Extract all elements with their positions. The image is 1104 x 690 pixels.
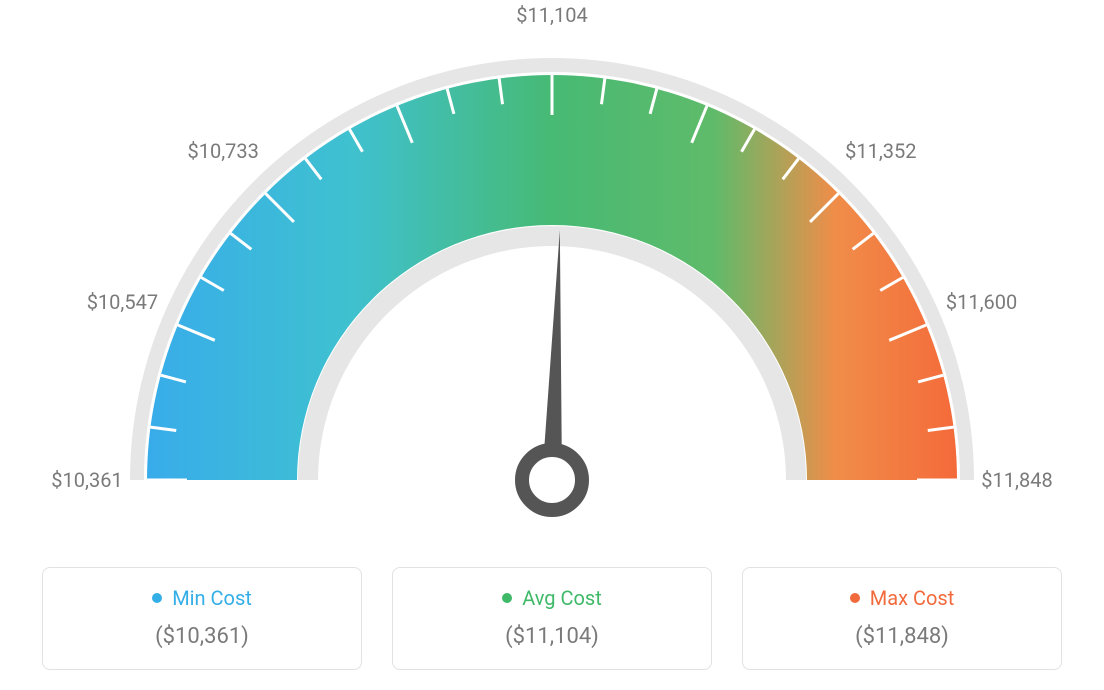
legend-title-text: Avg Cost <box>522 586 602 610</box>
tick-label: $11,352 <box>845 139 916 163</box>
tick-label: $11,104 <box>516 3 587 27</box>
gauge-svg <box>0 0 1104 540</box>
needle-hub <box>522 450 582 510</box>
tick-label: $10,361 <box>51 468 122 492</box>
tick-label: $11,848 <box>981 468 1052 492</box>
chart-container: $10,361 $10,547 $10,733 $11,104 $11,352 $11,6… <box>0 0 1104 690</box>
legend-row: Min Cost ($10,361) Avg Cost ($11,104) Max Co… <box>0 567 1104 670</box>
legend-dot-icon <box>850 593 860 603</box>
tick-label: $11,600 <box>946 290 1017 314</box>
gauge: $10,361 $10,547 $10,733 $11,104 $11,352 $11,6… <box>0 0 1104 540</box>
legend-title-text: Max Cost <box>870 586 955 610</box>
legend-value: ($11,848) <box>753 624 1051 649</box>
legend-value: ($10,361) <box>53 624 351 649</box>
legend-card-avg-cost: Avg Cost ($11,104) <box>392 567 712 670</box>
legend-title: Avg Cost <box>502 586 602 610</box>
legend-dot-icon <box>502 593 512 603</box>
legend-dot-icon <box>152 593 162 603</box>
legend-card-min-cost: Min Cost ($10,361) <box>42 567 362 670</box>
legend-title: Max Cost <box>850 586 955 610</box>
legend-title-text: Min Cost <box>172 586 252 610</box>
tick-label: $10,547 <box>87 290 158 314</box>
legend-title: Min Cost <box>152 586 252 610</box>
tick-label: $10,733 <box>187 139 258 163</box>
legend-card-max-cost: Max Cost ($11,848) <box>742 567 1062 670</box>
gauge-needle <box>542 230 562 480</box>
legend-value: ($11,104) <box>403 624 701 649</box>
